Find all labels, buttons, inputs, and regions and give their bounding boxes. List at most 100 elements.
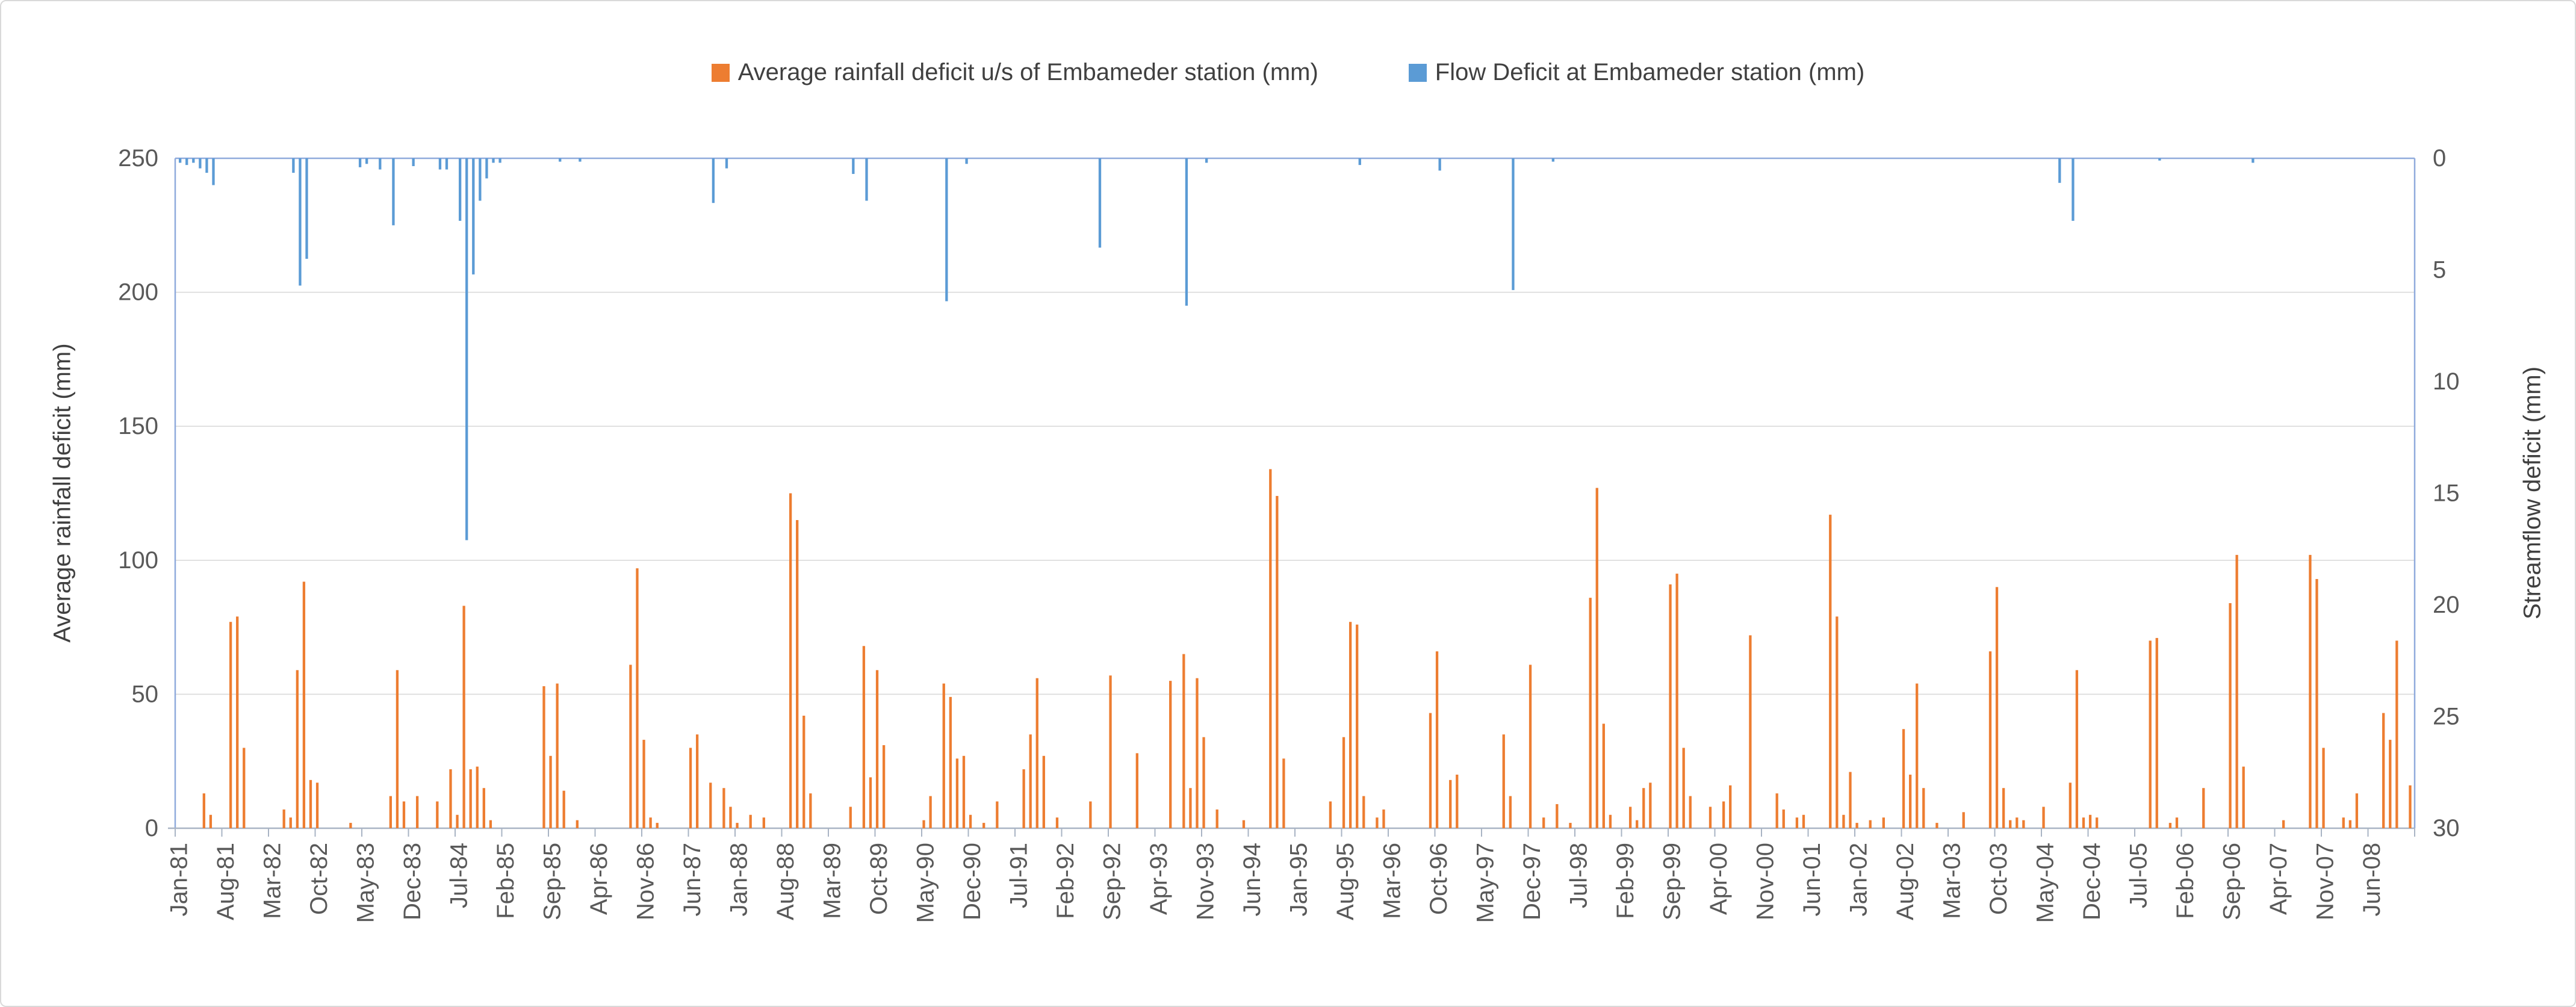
- rainfall-deficit-bar: [243, 748, 246, 828]
- rainfall-deficit-bar: [1602, 723, 1605, 828]
- rainfall-deficit-bar: [1196, 678, 1199, 828]
- flow-series-swatch-icon: [1408, 63, 1427, 82]
- rainfall-deficit-bar: [1842, 814, 1845, 828]
- tick-label: Dec-04: [2079, 843, 2105, 920]
- rainfall-deficit-bar: [236, 616, 239, 828]
- rainfall-deficit-bar: [1542, 817, 1545, 828]
- tick-label: May-04: [2032, 843, 2059, 923]
- rainfall-deficit-bar: [802, 716, 805, 828]
- flow-deficit-bar: [392, 158, 395, 226]
- rainfall-deficit-bar: [2309, 554, 2312, 828]
- tick-label: 100: [118, 547, 158, 574]
- tick-label: Sep-06: [2219, 843, 2245, 920]
- rainfall-deficit-bar: [1215, 809, 1218, 828]
- rainfall-deficit-bar: [1329, 801, 1332, 828]
- rainfall-deficit-bar: [942, 683, 945, 828]
- rainfall-deficit-bar: [1569, 823, 1572, 828]
- rainfall-deficit-bar: [1055, 817, 1059, 828]
- tick-label: 30: [2433, 815, 2460, 841]
- rainfall-deficit-bar: [1042, 755, 1045, 828]
- tick-label: May-90: [913, 843, 939, 923]
- tick-label: Jun-08: [2359, 843, 2385, 916]
- rainfall-deficit-bar: [762, 817, 765, 828]
- rainfall-deficit-bar: [469, 769, 472, 828]
- tick-label: Aug-02: [1892, 843, 1919, 920]
- tick-label: Jun-01: [1799, 843, 1825, 916]
- rainfall-deficit-bar: [1722, 801, 1725, 828]
- tick-label: Dec-83: [399, 843, 426, 920]
- rainfall-deficit-bar: [649, 817, 652, 828]
- rainfall-deficit-bar: [1556, 804, 1559, 828]
- rainfall-deficit-bar: [415, 796, 419, 828]
- flow-deficit-bar: [305, 158, 308, 259]
- rainfall-deficit-bar: [796, 520, 799, 828]
- rainfall-deficit-bar: [2282, 820, 2285, 828]
- flow-deficit-bar: [2252, 158, 2255, 163]
- rainfall-deficit-bar: [2088, 814, 2092, 828]
- rainfall-deficit-bar: [722, 788, 725, 828]
- rainfall-deficit-bar: [1669, 584, 1672, 828]
- rainfall-deficit-bar: [1182, 654, 1185, 828]
- flow-deficit-bar: [559, 158, 562, 162]
- flow-deficit-bar: [445, 158, 448, 170]
- flow-deficit-bar: [205, 158, 208, 173]
- rainfall-deficit-bar: [1342, 737, 1345, 828]
- tick-label: 0: [2433, 145, 2446, 172]
- rainfall-deficit-bar: [542, 686, 545, 828]
- rainfall-deficit-bar: [949, 696, 952, 828]
- rainfall-deficit-bar: [302, 581, 306, 828]
- rainfall-deficit-bar: [875, 670, 879, 828]
- rainfall-deficit-bar: [2395, 640, 2398, 828]
- tick-label: 150: [118, 413, 158, 439]
- rainfall-deficit-bar: [1782, 809, 1785, 828]
- flow-deficit-bar: [579, 158, 582, 162]
- tick-label: Mar-96: [1379, 843, 1406, 919]
- rainfall-deficit-bar: [736, 823, 739, 828]
- tick-label: Feb-06: [2172, 843, 2199, 919]
- flow-deficit-bar: [965, 158, 968, 164]
- rainfall-deficit-bar: [1749, 635, 1752, 828]
- tick-label: Jan-02: [1846, 843, 1872, 916]
- tick-label: 10: [2433, 368, 2460, 395]
- rainfall-deficit-bar: [2082, 817, 2085, 828]
- rainfall-deficit-bar: [1962, 812, 1965, 828]
- rainfall-deficit-bar: [969, 814, 972, 828]
- rainfall-deficit-bar: [1636, 820, 1639, 828]
- rainfall-deficit-bar: [1362, 796, 1365, 828]
- rainfall-deficit-bar: [1642, 788, 1645, 828]
- legend-item-flow-deficit: Flow Deficit at Embameder station (mm): [1408, 59, 1864, 86]
- flow-deficit-bar: [365, 158, 368, 164]
- legend-label: Average rainfall deficit u/s of Embamede…: [737, 59, 1318, 85]
- tick-label: Apr-00: [1705, 843, 1732, 915]
- rainfall-deficit-bar: [309, 779, 312, 828]
- rainfall-deficit-bar: [2229, 603, 2232, 828]
- rainfall-deficit-bar: [289, 817, 292, 828]
- rainfall-deficit-bar: [1135, 753, 1138, 828]
- flow-deficit-bar: [185, 158, 188, 166]
- rainfall-deficit-bar: [1035, 678, 1038, 828]
- tick-label: Nov-93: [1193, 843, 1219, 920]
- rainfall-deficit-bar: [1675, 574, 1678, 828]
- rainfall-deficit-bar: [1649, 782, 1652, 828]
- chart-legend: Average rainfall deficit u/s of Embamede…: [1, 59, 2575, 86]
- rainfall-deficit-bar: [349, 823, 352, 828]
- rainfall-deficit-bar: [2149, 640, 2152, 828]
- rainfall-deficit-bar: [1595, 488, 1598, 828]
- rainfall-deficit-bar: [482, 788, 485, 828]
- rainfall-deficit-bar: [695, 734, 699, 828]
- rainfall-deficit-bar: [396, 670, 399, 828]
- flow-deficit-bar: [852, 158, 855, 174]
- flow-deficit-bar: [712, 158, 715, 203]
- flow-deficit-bar: [465, 158, 468, 541]
- tick-label: Aug-81: [213, 843, 239, 920]
- flow-deficit-bar: [725, 158, 728, 169]
- rainfall-deficit-bar: [1376, 817, 1379, 828]
- rainfall-deficit-bar: [749, 814, 752, 828]
- tick-label: Nov-86: [633, 843, 659, 920]
- flow-deficit-bar: [1098, 158, 1102, 248]
- tick-label: Jul-05: [2126, 843, 2152, 908]
- rainfall-deficit-bar: [1276, 495, 1279, 828]
- tick-label: Jun-94: [1239, 843, 1265, 916]
- rainfall-deficit-bar: [629, 665, 632, 828]
- rainfall-deficit-bar: [389, 796, 392, 828]
